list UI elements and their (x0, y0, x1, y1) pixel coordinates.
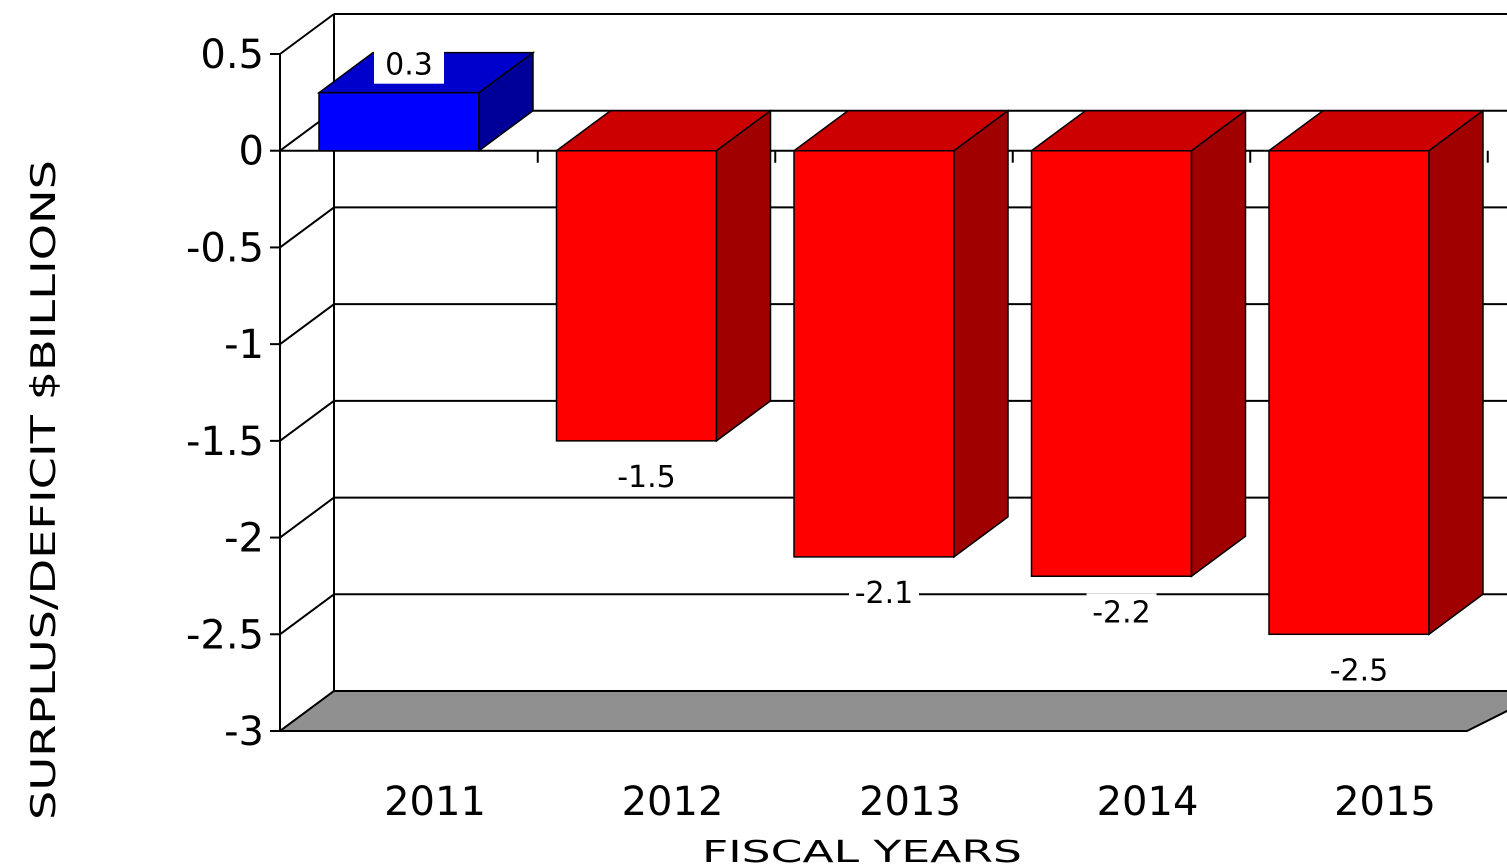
bar-2012 (555, 149, 718, 442)
side-wall-gridline (279, 206, 335, 249)
y-tick-label: -2.5 (186, 612, 264, 658)
x-tick-label-2015: 2015 (1334, 779, 1436, 825)
bar-side-2011 (478, 51, 534, 153)
data-label-box (849, 573, 919, 612)
data-label-2011: 0.3 (385, 48, 433, 83)
side-wall-gridline (279, 593, 335, 636)
y-tick-label: -1.5 (186, 419, 264, 465)
y-axis-ticks: 0.5 0 -0.5 -1 -1.5 -2 -2.5 -3 (186, 32, 280, 755)
data-label-2015: -2.5 (1330, 653, 1389, 688)
data-labels: 0.3 -1.5 -2.1 -2.2 -2.5 (374, 45, 1394, 690)
data-label-2013: -2.1 (855, 576, 914, 611)
floor-plane (276, 690, 1507, 732)
bar-side-2012 (715, 109, 772, 443)
y-axis-title: SURPLUS/DEFICIT $BILLIONS (24, 160, 64, 820)
data-label-2014: -2.2 (1092, 595, 1151, 630)
side-wall-gridline (279, 400, 335, 442)
x-tick-label-2013: 2013 (859, 779, 961, 825)
x-tick-label-2012: 2012 (622, 779, 724, 825)
bar-2011 (318, 91, 480, 152)
data-label-box (1324, 651, 1394, 690)
bar-2014 (1030, 149, 1193, 578)
data-label-box (374, 45, 444, 84)
bar-side-2014 (1190, 109, 1247, 578)
y-tick-label: -3 (224, 709, 264, 755)
y-tick-label: 0 (239, 129, 264, 175)
y-tick-label: -2 (224, 516, 264, 562)
bar-side-2013 (953, 109, 1009, 559)
data-label-box (611, 457, 682, 496)
y-tick-label: 0.5 (200, 32, 264, 78)
bar-side-2015 (1428, 109, 1484, 636)
side-wall-gridline (279, 496, 335, 539)
data-label-2012: -1.5 (617, 460, 676, 495)
chart-floor (276, 690, 1507, 732)
x-tick-label-2011: 2011 (384, 779, 486, 825)
x-axis-labels: 2011 2012 2013 2014 2015 (384, 779, 1436, 825)
x-axis-title: FISCAL YEARS (702, 835, 1022, 866)
y-tick-label: -1 (224, 322, 264, 368)
side-wall-gridline (279, 303, 335, 345)
y-tick-label: -0.5 (186, 225, 264, 271)
bars (316, 51, 1486, 636)
bar-2013 (793, 149, 955, 558)
side-wall-gridline (279, 13, 335, 55)
x-tick-label-2014: 2014 (1097, 779, 1199, 825)
data-label-box (1086, 593, 1157, 632)
bar-2015 (1268, 149, 1430, 636)
